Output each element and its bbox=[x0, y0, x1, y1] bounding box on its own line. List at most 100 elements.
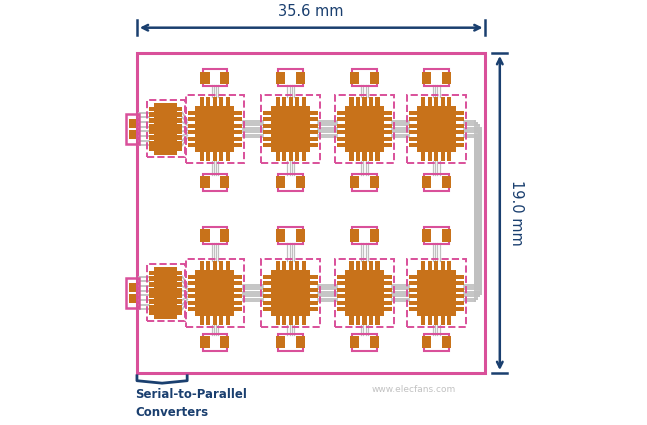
Bar bbox=[149, 118, 155, 123]
Bar bbox=[282, 97, 286, 106]
Bar bbox=[422, 176, 431, 188]
Bar bbox=[362, 97, 367, 106]
Bar bbox=[149, 299, 155, 304]
Bar bbox=[271, 270, 310, 315]
Bar bbox=[213, 97, 217, 106]
Bar bbox=[155, 267, 177, 319]
Bar bbox=[428, 261, 432, 270]
Bar bbox=[149, 141, 155, 146]
Bar bbox=[417, 106, 455, 152]
Bar bbox=[295, 152, 300, 161]
Bar bbox=[177, 293, 182, 298]
Bar bbox=[295, 97, 300, 106]
Bar bbox=[370, 230, 379, 242]
Bar bbox=[234, 117, 242, 122]
Bar bbox=[234, 294, 242, 298]
Bar bbox=[177, 282, 182, 287]
Bar bbox=[149, 305, 155, 310]
Bar bbox=[369, 261, 373, 270]
Bar bbox=[409, 300, 417, 305]
Bar bbox=[362, 315, 367, 325]
Bar bbox=[428, 97, 432, 106]
Bar bbox=[126, 113, 139, 144]
Bar bbox=[234, 143, 242, 147]
Bar bbox=[263, 300, 271, 305]
Bar bbox=[200, 97, 204, 106]
Bar bbox=[149, 271, 155, 275]
Bar bbox=[177, 135, 182, 140]
Text: Serial-to-Parallel
Converters: Serial-to-Parallel Converters bbox=[135, 388, 247, 419]
Bar bbox=[177, 299, 182, 304]
Bar bbox=[424, 174, 448, 191]
Bar bbox=[455, 294, 463, 298]
Bar bbox=[302, 152, 306, 161]
Bar bbox=[201, 336, 210, 348]
Text: 35.6 mm: 35.6 mm bbox=[278, 4, 344, 19]
Bar bbox=[384, 117, 392, 122]
Bar bbox=[424, 69, 448, 86]
Bar bbox=[384, 111, 392, 115]
Bar bbox=[409, 288, 417, 292]
Bar bbox=[206, 97, 210, 106]
Bar bbox=[195, 270, 234, 315]
Text: www.elecfans.com: www.elecfans.com bbox=[371, 385, 456, 394]
Bar bbox=[188, 281, 195, 285]
Bar bbox=[337, 281, 345, 285]
Bar bbox=[177, 310, 182, 315]
Bar bbox=[263, 117, 271, 122]
Bar bbox=[349, 97, 353, 106]
Bar bbox=[276, 176, 285, 188]
Bar bbox=[370, 71, 379, 84]
Bar bbox=[370, 176, 379, 188]
Bar bbox=[384, 300, 392, 305]
Bar bbox=[177, 271, 182, 275]
Bar bbox=[203, 69, 227, 86]
Bar bbox=[149, 310, 155, 315]
Bar bbox=[369, 315, 373, 325]
Bar bbox=[442, 230, 450, 242]
Bar bbox=[219, 97, 223, 106]
Bar bbox=[434, 315, 438, 325]
Bar bbox=[337, 294, 345, 298]
Bar bbox=[206, 315, 210, 325]
Bar bbox=[226, 97, 230, 106]
Bar bbox=[424, 334, 448, 351]
Bar bbox=[428, 152, 432, 161]
Bar bbox=[441, 152, 444, 161]
Bar bbox=[349, 315, 353, 325]
Bar bbox=[177, 124, 182, 129]
Bar bbox=[282, 261, 286, 270]
Bar bbox=[302, 261, 306, 270]
Bar bbox=[263, 281, 271, 285]
Bar bbox=[375, 261, 380, 270]
Bar bbox=[219, 315, 223, 325]
Bar bbox=[421, 97, 425, 106]
Bar bbox=[310, 143, 318, 147]
Bar bbox=[289, 315, 292, 325]
Bar bbox=[384, 124, 392, 128]
Bar bbox=[155, 103, 177, 155]
Bar bbox=[375, 152, 380, 161]
Bar bbox=[352, 69, 377, 86]
Bar bbox=[407, 95, 466, 163]
Bar bbox=[424, 227, 448, 244]
Text: 19.0 mm: 19.0 mm bbox=[509, 180, 524, 246]
Bar bbox=[455, 307, 463, 311]
Bar bbox=[234, 307, 242, 311]
Bar bbox=[349, 261, 353, 270]
Bar bbox=[310, 130, 318, 134]
Bar bbox=[129, 130, 137, 139]
Bar bbox=[409, 136, 417, 141]
Bar bbox=[278, 334, 303, 351]
Bar bbox=[349, 152, 353, 161]
Bar bbox=[220, 176, 229, 188]
Bar bbox=[384, 288, 392, 292]
Bar bbox=[149, 135, 155, 140]
Bar bbox=[335, 95, 394, 163]
Bar bbox=[149, 288, 155, 292]
Bar bbox=[263, 143, 271, 147]
Bar bbox=[441, 261, 444, 270]
Bar bbox=[296, 176, 305, 188]
Bar bbox=[337, 300, 345, 305]
Bar bbox=[234, 124, 242, 128]
